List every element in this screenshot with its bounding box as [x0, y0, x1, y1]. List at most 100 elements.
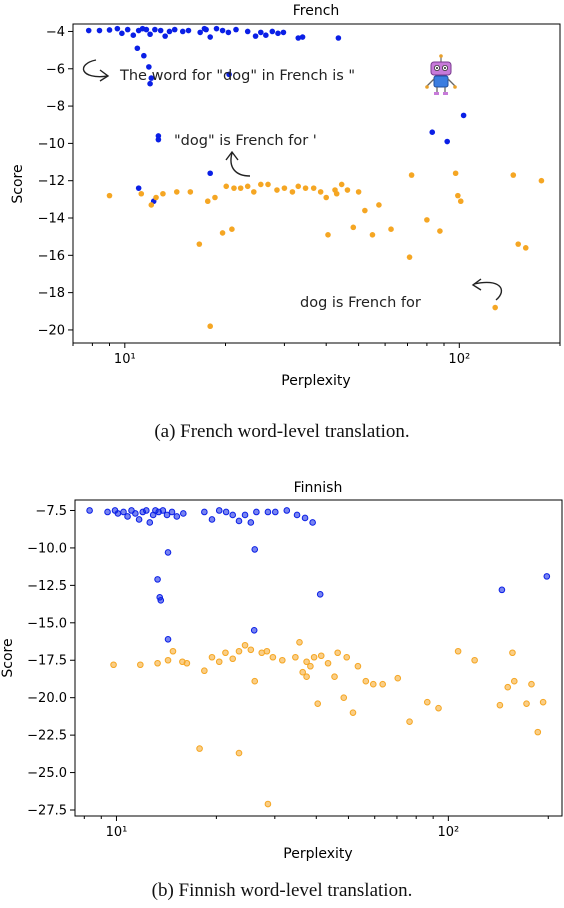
x-axis-label: Perplexity	[281, 373, 350, 389]
data-point	[229, 226, 235, 233]
data-point	[316, 591, 324, 598]
data-point	[515, 241, 522, 247]
data-point	[379, 680, 386, 688]
data-point	[528, 680, 535, 688]
data-point	[310, 185, 317, 191]
annotation-arrow	[473, 281, 502, 301]
data-point	[85, 27, 92, 34]
data-point	[271, 508, 279, 516]
data-point	[146, 519, 154, 526]
data-point	[222, 508, 230, 516]
data-point	[281, 185, 288, 191]
data-point	[498, 586, 506, 594]
data-point	[350, 224, 357, 231]
data-point	[269, 653, 277, 661]
data-point	[539, 698, 547, 706]
chart-title: Finnish	[294, 480, 343, 496]
data-point	[435, 704, 442, 712]
annotation-text: "dog" is French for '	[174, 133, 317, 149]
data-point	[235, 749, 243, 757]
data-point	[310, 653, 318, 661]
y-tick-label: −10.0	[27, 541, 67, 556]
data-point	[510, 172, 517, 178]
y-tick-label: −8	[46, 100, 65, 115]
data-point	[323, 194, 329, 201]
data-point	[335, 35, 342, 41]
data-point	[538, 177, 545, 184]
data-point	[164, 549, 172, 556]
y-tick-label: −16	[38, 249, 65, 264]
data-point	[124, 26, 131, 33]
data-point	[279, 656, 286, 664]
data-point	[263, 32, 269, 38]
data-point	[119, 30, 125, 37]
y-tick-label: −18	[38, 286, 65, 301]
data-point	[114, 25, 121, 32]
data-point	[301, 514, 309, 522]
annotation-2: "dog" is French for '	[174, 133, 317, 177]
data-point	[207, 323, 214, 330]
data-point	[247, 646, 255, 654]
data-point	[160, 190, 166, 197]
data-point	[423, 698, 431, 706]
y-tick-label: −15.0	[27, 616, 67, 631]
data-point	[292, 653, 299, 661]
data-point	[253, 508, 260, 516]
data-point	[251, 677, 259, 685]
data-points	[85, 25, 545, 330]
annotation-arrowhead	[225, 150, 239, 161]
x-tick-label: 10¹	[106, 825, 128, 840]
data-point	[244, 28, 251, 35]
data-point	[274, 187, 280, 193]
data-point	[317, 189, 324, 195]
data-point	[163, 511, 171, 519]
y-tick-label: −12.5	[27, 579, 67, 594]
data-point	[454, 647, 462, 655]
data-point	[510, 677, 518, 685]
x-tick-label: 10²	[437, 825, 459, 840]
data-point	[338, 181, 345, 188]
data-point	[452, 170, 459, 177]
data-point	[460, 112, 467, 119]
data-point	[455, 192, 461, 199]
data-point	[164, 656, 172, 664]
chart-finnish: Finnish Perplexity Score 10¹ 10² −7.5 −10.0…	[0, 480, 563, 862]
data-point	[429, 129, 436, 135]
data-point	[143, 507, 150, 514]
y-tick-label: −14	[38, 212, 65, 227]
data-point	[219, 27, 226, 34]
data-point	[314, 700, 322, 707]
data-point	[388, 226, 394, 233]
annotation-text: dog is French for	[300, 295, 421, 311]
data-point	[166, 28, 173, 35]
data-point	[183, 659, 191, 667]
data-point	[269, 28, 276, 35]
data-point	[522, 245, 529, 251]
data-point	[106, 27, 113, 33]
y-tick-label: −20.0	[27, 691, 67, 706]
axis-ticks: 10¹ 10² −4 −6 −8 −10 −12 −14 −16 −18 −20	[38, 25, 561, 367]
data-point	[207, 34, 214, 40]
data-point	[394, 674, 402, 682]
data-point	[204, 198, 211, 205]
data-point	[406, 718, 413, 725]
data-point	[457, 198, 464, 205]
data-point	[110, 661, 117, 669]
data-point	[349, 709, 357, 716]
data-point	[325, 232, 331, 238]
data-point	[307, 662, 314, 670]
plot-frame	[74, 499, 563, 817]
y-tick-label: −27.5	[27, 804, 67, 819]
data-point	[219, 230, 226, 236]
data-point	[169, 647, 177, 655]
data-point	[340, 694, 348, 701]
data-point	[135, 185, 142, 191]
data-point	[444, 138, 450, 145]
x-tick-label: 10²	[448, 352, 470, 367]
data-point	[492, 304, 498, 311]
data-point	[229, 511, 237, 519]
data-point	[251, 546, 259, 553]
data-point	[496, 701, 504, 709]
data-point	[235, 647, 243, 655]
data-point	[201, 508, 208, 516]
